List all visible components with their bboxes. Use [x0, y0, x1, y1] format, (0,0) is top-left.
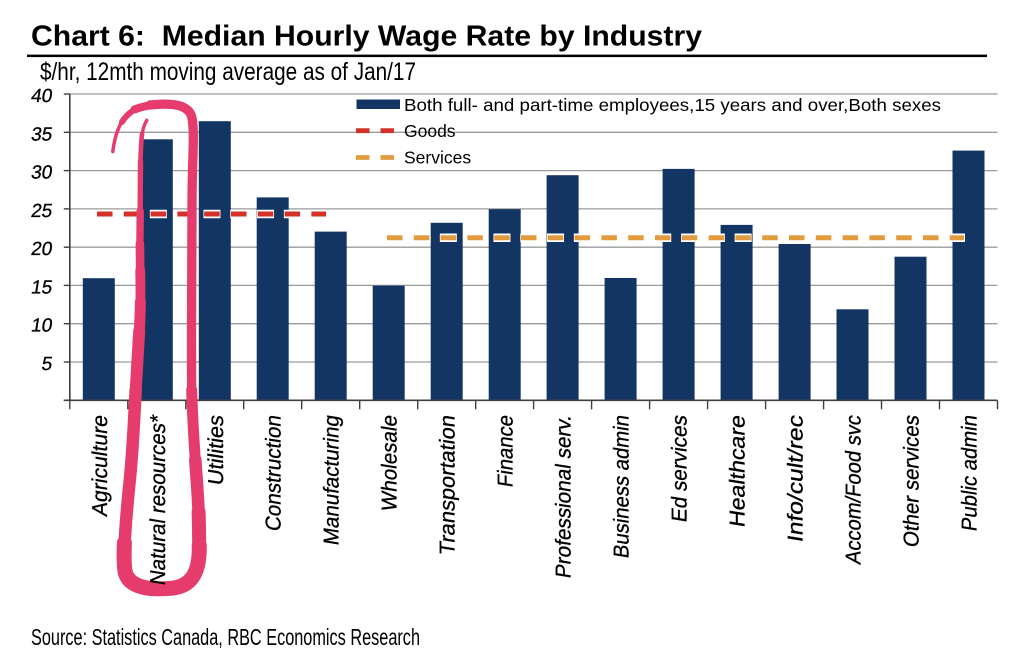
- svg-text:$/hr, 12mth moving average as: $/hr, 12mth moving average as of Jan/17: [40, 58, 416, 86]
- svg-text:Professional serv.: Professional serv.: [551, 413, 576, 580]
- svg-text:Info/cult/rec: Info/cult/rec: [783, 413, 808, 544]
- svg-text:Business admin: Business admin: [609, 413, 634, 560]
- svg-text:15: 15: [30, 277, 54, 298]
- svg-text:Services: Services: [404, 148, 471, 168]
- svg-text:Chart 6: Median Hourly Wage R: Chart 6: Median Hourly Wage Rate by Indu…: [31, 21, 702, 53]
- svg-text:40: 40: [30, 86, 54, 107]
- svg-text:35: 35: [30, 124, 54, 145]
- svg-text:Goods: Goods: [404, 121, 456, 141]
- svg-text:Utilities: Utilities: [203, 413, 228, 487]
- svg-text:Both full- and part-time emplo: Both full- and part-time employees,15 ye…: [404, 95, 941, 115]
- svg-text:30: 30: [30, 163, 54, 184]
- svg-text:Finance: Finance: [493, 413, 518, 489]
- svg-text:Other services: Other services: [899, 413, 924, 549]
- svg-text:Source: Statistics Canada, R: Source: Statistics Canada, RBC Economics…: [31, 624, 420, 650]
- svg-text:Healthcare: Healthcare: [725, 413, 750, 529]
- svg-text:Public admin: Public admin: [957, 413, 982, 533]
- svg-text:25: 25: [30, 201, 54, 222]
- svg-text:Agriculture: Agriculture: [87, 413, 112, 518]
- svg-text:Accom/Food svc: Accom/Food svc: [841, 413, 866, 566]
- svg-text:10: 10: [30, 316, 54, 337]
- svg-text:Ed services: Ed services: [667, 413, 692, 524]
- svg-text:Transportation: Transportation: [435, 413, 460, 557]
- svg-text:5: 5: [40, 354, 54, 375]
- svg-text:20: 20: [30, 239, 54, 260]
- svg-text:Natural resources*: Natural resources*: [145, 412, 170, 586]
- svg-text:Construction: Construction: [261, 413, 286, 533]
- svg-text:Manufacturing: Manufacturing: [319, 413, 344, 547]
- svg-text:Wholesale: Wholesale: [377, 413, 402, 513]
